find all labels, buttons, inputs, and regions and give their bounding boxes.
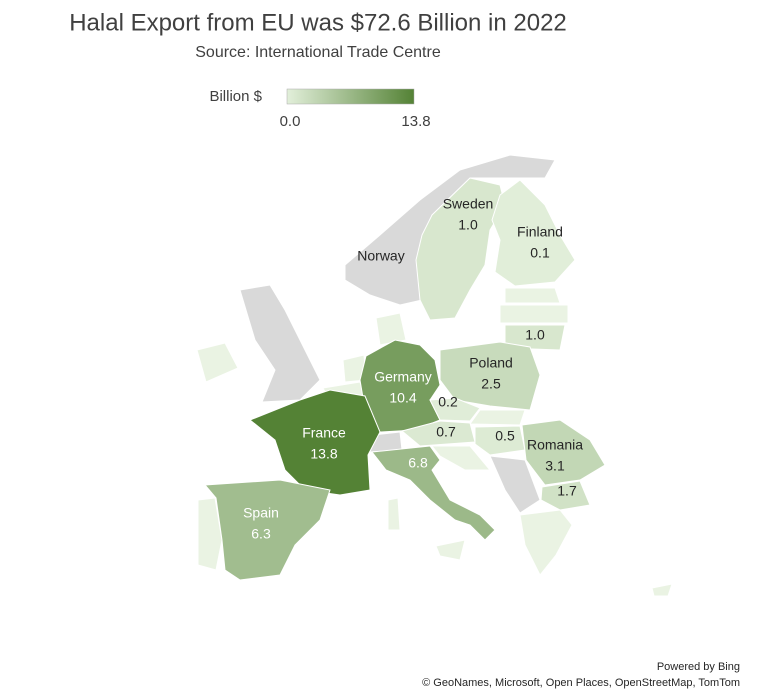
region-labels: Sweden 1.0 Finland 0.1 1.0 Poland 2.5 Germany 10… (243, 196, 583, 542)
slovakia (469, 409, 526, 426)
region (429, 397, 481, 422)
region (504, 324, 566, 351)
value-label: 0.1 (530, 245, 550, 261)
country-name: Norway (357, 248, 404, 264)
credits: © GeoNames, Microsoft, Open Places, Open… (422, 677, 740, 689)
portugal (197, 497, 223, 571)
map-subtitle: Source: International Trade Centre (195, 44, 441, 61)
value-label: 0.2 (438, 394, 458, 410)
country-name: Poland (469, 355, 513, 371)
balkans (489, 455, 541, 514)
uk (239, 284, 321, 403)
denmark (375, 312, 407, 346)
country-name: France (302, 425, 346, 441)
legend-title: Billion $ (209, 88, 262, 105)
value-label: 0.5 (495, 428, 515, 444)
sardinia (387, 497, 401, 531)
region (491, 179, 576, 287)
region (521, 419, 606, 486)
value-label: 6.3 (251, 526, 271, 542)
legend-gradient (286, 88, 415, 105)
region (415, 177, 506, 321)
ireland (196, 342, 239, 383)
value-label: 1.7 (557, 483, 577, 499)
region (474, 425, 526, 456)
country-name: Romania (527, 437, 583, 453)
region (540, 480, 591, 511)
region (203, 479, 331, 581)
country-name: Germany (374, 369, 432, 385)
cyprus (651, 583, 673, 597)
country-name: Sweden (443, 196, 494, 212)
value-label: 1.0 (525, 327, 545, 343)
value-label: 6.8 (408, 455, 428, 471)
latvia (499, 304, 569, 324)
region (439, 341, 541, 411)
powered-by: Powered by Bing (657, 661, 740, 673)
legend-min: 0.0 (280, 113, 301, 130)
value-label: 0.7 (436, 424, 456, 440)
value-label: 1.0 (458, 217, 478, 233)
value-label: 10.4 (389, 390, 416, 406)
value-label: 2.5 (481, 376, 501, 392)
region (249, 389, 381, 496)
legend-max: 13.8 (401, 113, 430, 130)
region (371, 445, 496, 541)
map-title: Halal Export from EU was $72.6 Billion i… (69, 9, 567, 36)
regions (203, 177, 606, 581)
croatia (430, 445, 492, 471)
value-label: 13.8 (310, 446, 337, 462)
norway (344, 154, 556, 306)
region (400, 420, 476, 447)
sicily (435, 539, 466, 561)
value-label: 3.1 (545, 458, 565, 474)
country-name: Spain (243, 505, 279, 521)
estonia (504, 287, 561, 304)
base-map (196, 154, 673, 597)
country-name: Finland (517, 224, 563, 240)
